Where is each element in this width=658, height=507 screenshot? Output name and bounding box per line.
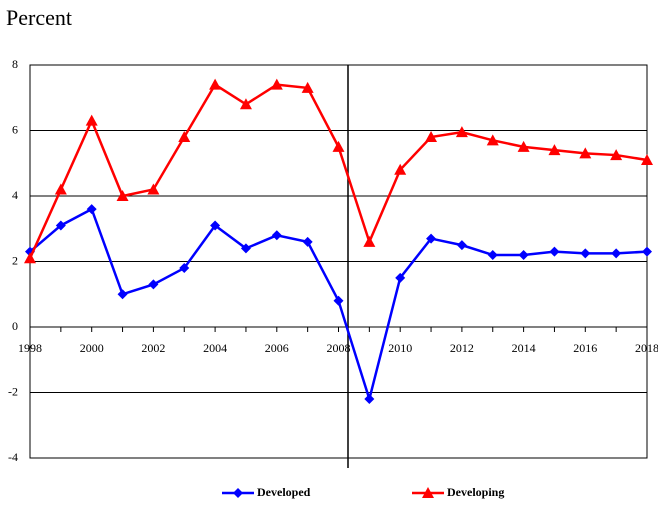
y-tick-label: -2 bbox=[8, 384, 18, 398]
point bbox=[580, 248, 591, 259]
point bbox=[239, 98, 252, 110]
legend-label: Developed bbox=[257, 485, 311, 499]
point bbox=[455, 126, 468, 138]
point bbox=[147, 183, 160, 195]
point bbox=[148, 279, 159, 290]
point bbox=[86, 204, 97, 215]
point bbox=[517, 140, 530, 152]
y-tick-label: -4 bbox=[8, 450, 18, 464]
point bbox=[270, 78, 283, 90]
point bbox=[240, 243, 251, 254]
point bbox=[641, 153, 653, 165]
point bbox=[55, 220, 66, 231]
series-line bbox=[28, 82, 648, 259]
point bbox=[54, 183, 67, 195]
x-tick-label: 2004 bbox=[203, 341, 227, 355]
point bbox=[395, 272, 406, 283]
point bbox=[85, 114, 98, 126]
x-tick-label: 2014 bbox=[512, 341, 536, 355]
point bbox=[117, 289, 128, 300]
point bbox=[363, 235, 376, 247]
chart-title: Percent bbox=[6, 5, 72, 30]
point bbox=[425, 131, 438, 143]
point bbox=[426, 233, 437, 244]
x-tick-label: 2008 bbox=[327, 341, 351, 355]
point bbox=[610, 149, 623, 161]
x-tick-label: 2006 bbox=[265, 341, 289, 355]
x-tick-label: 1998 bbox=[18, 341, 42, 355]
x-tick-label: 2016 bbox=[573, 341, 597, 355]
point bbox=[116, 190, 129, 201]
point bbox=[301, 81, 314, 93]
point bbox=[548, 144, 561, 156]
point bbox=[332, 140, 345, 152]
point bbox=[394, 163, 407, 175]
point bbox=[611, 248, 622, 259]
point bbox=[486, 134, 499, 146]
point bbox=[210, 220, 221, 231]
y-tick-label: 6 bbox=[12, 122, 18, 136]
x-tick-label: 2018 bbox=[635, 341, 658, 355]
point bbox=[579, 147, 592, 159]
y-tick-label: 2 bbox=[12, 253, 18, 267]
point bbox=[549, 246, 560, 257]
x-tick-label: 2012 bbox=[450, 341, 474, 355]
x-tick-label: 2000 bbox=[80, 341, 104, 355]
x-tick-label: 2010 bbox=[388, 341, 412, 355]
point bbox=[209, 78, 222, 90]
point bbox=[302, 236, 313, 247]
point bbox=[179, 263, 190, 274]
point bbox=[456, 240, 467, 251]
legend-marker bbox=[233, 488, 243, 498]
point bbox=[642, 246, 652, 257]
y-tick-label: 8 bbox=[12, 57, 18, 71]
point bbox=[24, 252, 36, 264]
x-tick-label: 2002 bbox=[141, 341, 165, 355]
y-tick-label: 0 bbox=[12, 319, 18, 333]
point bbox=[487, 249, 498, 260]
point bbox=[364, 394, 375, 405]
legend-label: Developing bbox=[447, 485, 504, 499]
legend-marker bbox=[422, 487, 434, 498]
point bbox=[271, 230, 282, 241]
y-tick-label: 4 bbox=[12, 188, 18, 202]
point bbox=[178, 131, 191, 143]
point bbox=[518, 249, 529, 260]
point bbox=[333, 295, 344, 306]
